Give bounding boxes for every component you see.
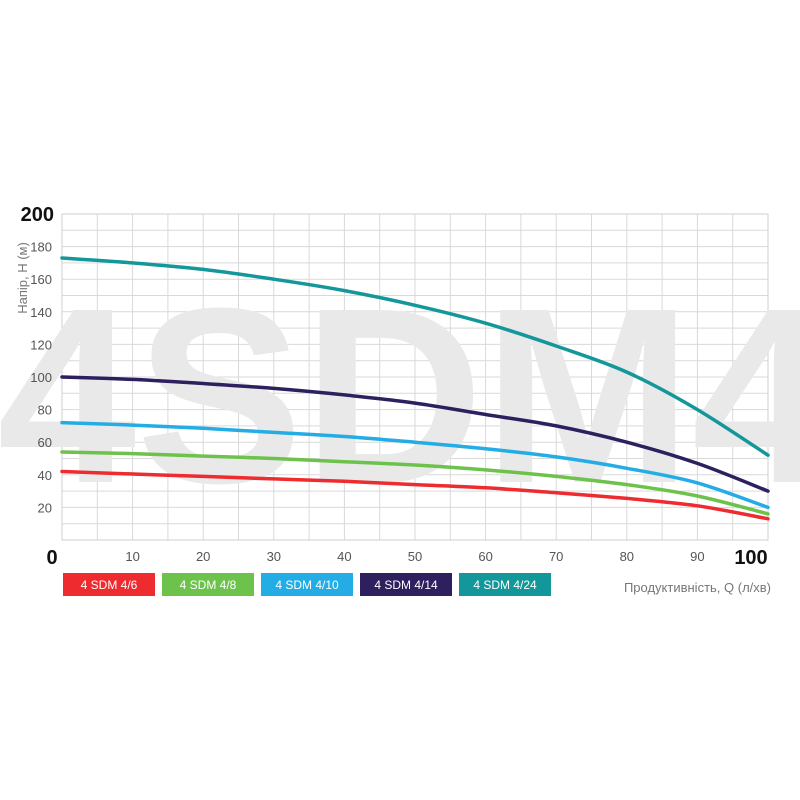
x-tick-label: 20 [196,549,210,564]
x-axis-label: Продуктивність, Q (л/хв) [624,580,771,595]
legend-entry: 4 SDM 4/24 [473,578,537,592]
legend-entry: 4 SDM 4/14 [374,578,438,592]
y-tick-label: 120 [30,337,52,352]
x-tick-label: 10 [125,549,139,564]
y-tick-label: 40 [38,468,52,483]
x-tick-label: 40 [337,549,351,564]
series-line [60,420,770,510]
y-tick-label: 140 [30,305,52,320]
legend-entry: 4 SDM 4/6 [81,578,138,592]
series-line [60,450,770,516]
series-line [60,375,770,493]
x-tick-label: 70 [549,549,563,564]
series-line [60,469,770,521]
legend-entry: 4 SDM 4/10 [275,578,339,592]
y-tick-label: 80 [38,403,52,418]
y-tick-label: 180 [30,240,52,255]
x-tick-label: 30 [267,549,281,564]
series-line [60,256,770,457]
axes: 20 40 60 80 100 120 140 160 180 200 0 10 20 30 40 50 60 7… [21,204,768,569]
y-tick-label: 60 [38,435,52,450]
y-tick-label: 200 [21,204,54,226]
legend-swatch [360,573,452,596]
legend-swatch [162,573,254,596]
x-tick-label: 80 [620,549,634,564]
legend-swatch [459,573,551,596]
y-tick-label: 20 [38,500,52,515]
legend: 4 SDM 4/6 4 SDM 4/8 4 SDM 4/10 4 SDM 4/14 4 … [63,573,551,596]
x-tick-label: 90 [690,549,704,564]
legend-entry: 4 SDM 4/8 [180,578,237,592]
grid [61,213,769,541]
legend-swatch [63,573,155,596]
y-tick-label: 160 [30,272,52,287]
y-tick-label: 100 [30,370,52,385]
x-tick-label: 0 [46,547,57,569]
x-tick-label: 60 [478,549,492,564]
y-axis-label: Напір, H (м) [15,242,30,314]
legend-swatch [261,573,353,596]
series-lines [60,256,770,521]
x-tick-label: 50 [408,549,422,564]
x-tick-label: 100 [734,547,767,569]
